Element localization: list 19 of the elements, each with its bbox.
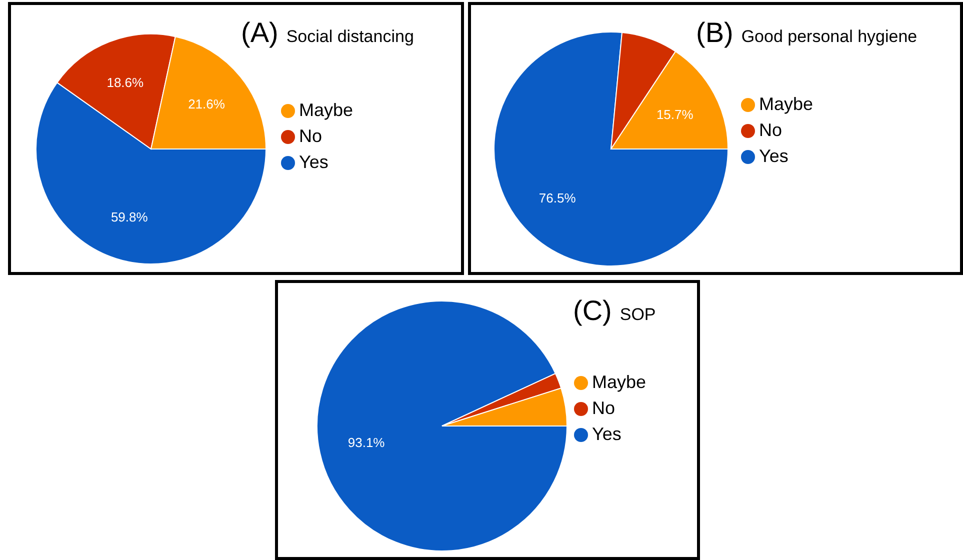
legend-label: No (299, 126, 322, 146)
legend-label: Yes (592, 424, 622, 444)
legend-label: No (759, 120, 782, 140)
data-label: 59.8% (110, 209, 148, 224)
chart-title: (B) Good personal hygiene (696, 17, 918, 48)
legend-label: Maybe (759, 94, 814, 114)
data-label: 15.7% (656, 107, 694, 122)
data-label: 18.6% (106, 75, 144, 90)
pie-slice (316, 300, 568, 552)
legend-label: Maybe (592, 372, 646, 392)
legend-label: No (592, 398, 616, 418)
legend-label: Maybe (299, 100, 354, 120)
chart-title: (C) SOP (573, 295, 656, 326)
data-label: 21.6% (188, 96, 226, 112)
legend-label: Yes (759, 146, 788, 166)
data-label: 93.1% (348, 435, 386, 450)
legend-label: Yes (299, 152, 328, 172)
chart-title: (A) Social distancing (241, 17, 414, 48)
data-label: 76.5% (538, 190, 576, 206)
